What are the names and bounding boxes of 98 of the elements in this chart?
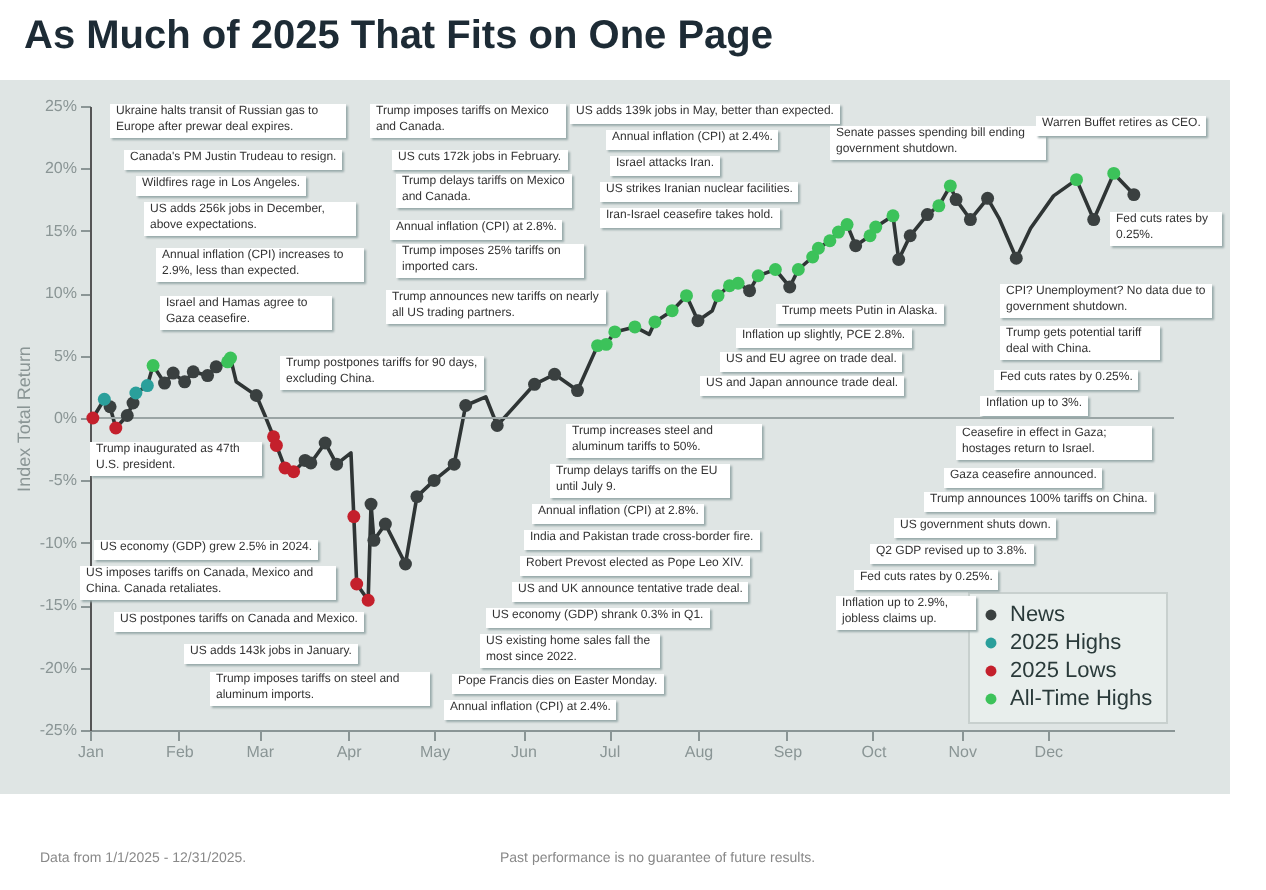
point (201, 369, 215, 383)
y-tick-label: 10% (44, 284, 77, 303)
x-tick-label: Feb (166, 743, 195, 761)
point (490, 419, 504, 432)
point (361, 593, 375, 607)
point (791, 263, 805, 276)
point (364, 497, 378, 511)
legend-label: News (1010, 603, 1067, 627)
point (97, 392, 111, 406)
point (548, 367, 562, 381)
y-tick-label: -5% (48, 471, 77, 490)
point (892, 253, 906, 266)
y-tick-label: 20% (44, 159, 77, 178)
point (166, 366, 180, 380)
point (823, 234, 837, 248)
point (427, 473, 441, 487)
point (711, 289, 725, 303)
point (920, 208, 934, 222)
point (599, 337, 613, 351)
x-tick-label: Sep (773, 743, 804, 761)
point (1087, 213, 1101, 227)
point (459, 399, 473, 412)
point (832, 225, 845, 239)
y-tick-label: 15% (44, 221, 77, 240)
y-axis-title: Index Total Return (13, 346, 34, 492)
point (849, 239, 863, 253)
point (768, 263, 782, 276)
point (120, 409, 134, 422)
point (209, 360, 223, 374)
y-tick-label: -25% (39, 721, 77, 739)
x-tick-label: Jun (511, 743, 537, 761)
point (886, 209, 900, 223)
point (528, 377, 541, 391)
legend-label: 2025 Lows (1010, 659, 1118, 683)
y-tick-label: 0% (53, 409, 77, 427)
point (1009, 251, 1023, 265)
x-tick-label: May (420, 743, 451, 761)
point (347, 510, 361, 524)
point (811, 241, 825, 255)
point (129, 386, 143, 400)
point (903, 229, 917, 243)
y-tick-label: 25% (44, 97, 77, 115)
point (743, 284, 757, 298)
point (447, 457, 461, 471)
point (318, 436, 332, 450)
point (783, 280, 797, 294)
point (571, 384, 584, 398)
point (840, 218, 854, 232)
point (981, 191, 995, 205)
point (1107, 166, 1121, 180)
point (287, 465, 301, 479)
chart-title: As Much of 2025 That Fits on One Page (24, 14, 774, 60)
legend-label: 2025 Highs (1010, 631, 1123, 655)
point (186, 365, 200, 379)
point (398, 557, 412, 571)
point (158, 376, 172, 390)
point (680, 289, 693, 303)
y-tick-label: -15% (39, 596, 77, 615)
point (350, 577, 364, 591)
legend-label: All-Time Highs (1010, 687, 1154, 711)
x-tick-label: Dec (1034, 743, 1064, 761)
point (731, 276, 745, 290)
point (249, 389, 263, 402)
point (869, 220, 883, 234)
point (665, 304, 679, 318)
point (1070, 173, 1083, 187)
x-tick-label: Oct (861, 743, 888, 761)
point (304, 456, 318, 470)
point (367, 533, 381, 547)
y-tick-label: 5% (53, 346, 77, 365)
point (410, 490, 424, 504)
y-tick-label: -20% (39, 658, 77, 677)
point (963, 213, 977, 227)
x-tick-label: Mar (246, 743, 275, 761)
point (608, 325, 622, 339)
point (178, 375, 192, 389)
point (86, 411, 100, 425)
point (932, 199, 946, 213)
point (648, 315, 662, 329)
point (140, 379, 154, 393)
x-tick-label: Nov (948, 743, 978, 761)
x-tick-label: Aug (684, 743, 714, 761)
point (146, 359, 160, 373)
point (378, 517, 392, 531)
y-tick-label: -10% (39, 533, 77, 552)
point (691, 314, 705, 328)
point (751, 269, 765, 283)
point (269, 438, 283, 452)
x-tick-label: Apr (336, 743, 363, 761)
point (1127, 188, 1141, 202)
x-tick-label: Jul (599, 743, 621, 761)
point (949, 193, 963, 207)
point (330, 457, 344, 471)
point (628, 320, 642, 334)
point (943, 179, 957, 193)
point (109, 421, 123, 435)
x-tick-label: Jan (78, 743, 104, 761)
point (806, 250, 820, 264)
